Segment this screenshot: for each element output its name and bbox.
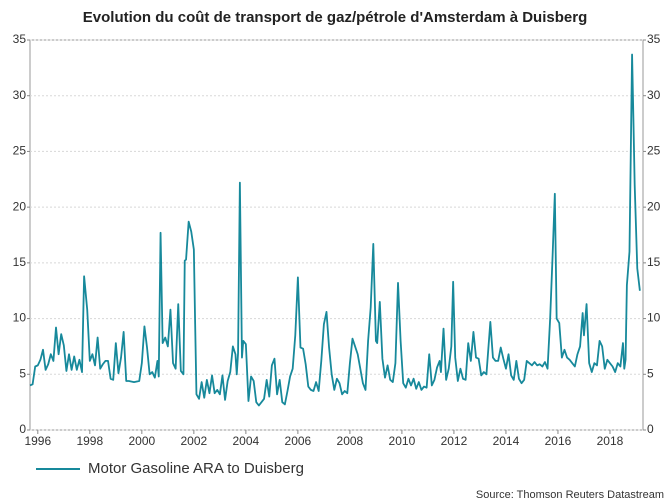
x-tick-label: 1996 xyxy=(24,434,51,448)
y-tick-label: 20 xyxy=(13,199,27,213)
y-tick-label: 5 xyxy=(19,366,26,380)
y2-tick-label: 35 xyxy=(647,32,661,46)
legend-label: Motor Gasoline ARA to Duisberg xyxy=(88,460,304,477)
x-tick-label: 2012 xyxy=(441,434,468,448)
y-tick-label: 35 xyxy=(13,32,27,46)
x-tick-label: 1998 xyxy=(76,434,103,448)
y2-tick-label: 10 xyxy=(647,311,661,325)
y2-tick-label: 25 xyxy=(647,144,661,158)
source: Source: Thomson Reuters Datastream xyxy=(476,489,664,501)
y-tick-label: 0 xyxy=(19,422,26,436)
x-tick-label: 2010 xyxy=(389,434,416,448)
x-tick-label: 2004 xyxy=(233,434,260,448)
y2-tick-label: 0 xyxy=(647,422,654,436)
x-tick-label: 2002 xyxy=(180,434,207,448)
chart-title: Evolution du coût de transport de gaz/pé… xyxy=(83,9,587,26)
y-tick-label: 25 xyxy=(13,144,27,158)
y-tick-label: 30 xyxy=(13,88,27,102)
y2-tick-label: 15 xyxy=(647,255,661,269)
x-tick-label: 2018 xyxy=(597,434,624,448)
x-tick-label: 2008 xyxy=(337,434,364,448)
y-tick-label: 10 xyxy=(13,311,27,325)
y2-tick-label: 20 xyxy=(647,199,661,213)
x-tick-label: 2016 xyxy=(545,434,572,448)
x-tick-label: 2000 xyxy=(128,434,155,448)
series-line xyxy=(29,53,641,407)
y2-tick-label: 30 xyxy=(647,88,661,102)
y2-tick-label: 5 xyxy=(647,366,654,380)
y-tick-label: 15 xyxy=(13,255,27,269)
plot-frame xyxy=(29,39,644,431)
x-tick-label: 2006 xyxy=(285,434,312,448)
x-tick-label: 2014 xyxy=(493,434,520,448)
